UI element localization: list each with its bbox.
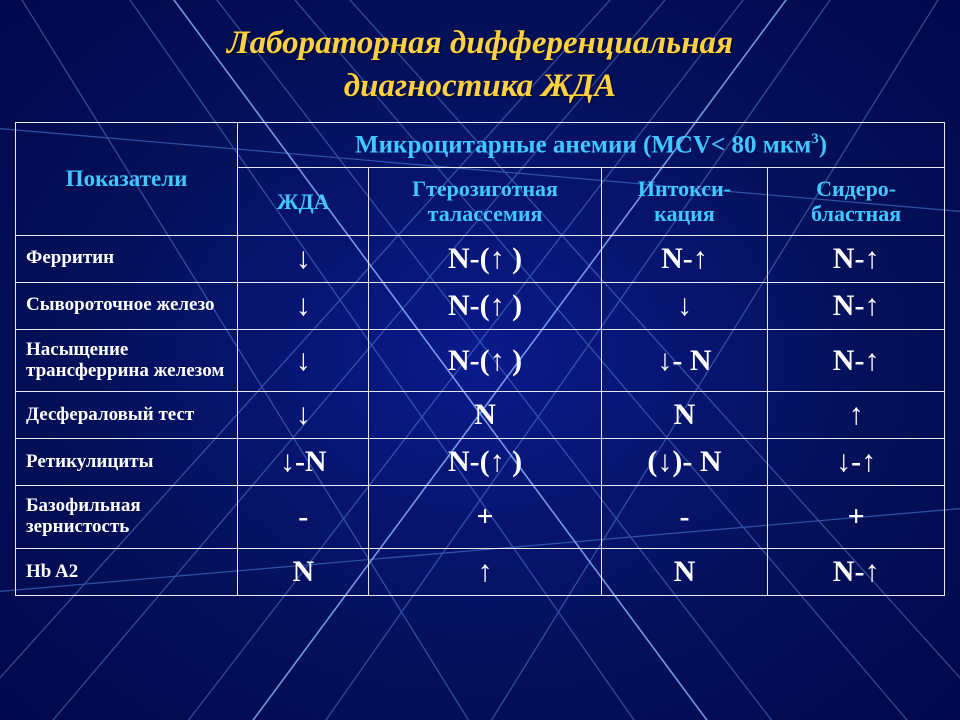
table-row: Насыщение трансферрина железом ↓ N-(↑ ) …: [16, 329, 945, 392]
cell: ↓-N: [238, 439, 369, 486]
cell: +: [369, 486, 601, 549]
table-row: Базофильная зернистость - + - +: [16, 486, 945, 549]
cell: N: [238, 549, 369, 596]
cell: N-↑: [768, 282, 945, 329]
row-label: Ретикулициты: [16, 439, 238, 486]
header-col-b: Гтерозиготная талассемия: [369, 168, 601, 236]
cell: ↓: [238, 392, 369, 439]
row-label: Десфераловый тест: [16, 392, 238, 439]
cell: N-↑: [768, 235, 945, 282]
cell: ↓- N: [601, 329, 768, 392]
header-indicators: Показатели: [16, 122, 238, 235]
cell: ↓: [238, 235, 369, 282]
cell: N-(↑ ): [369, 439, 601, 486]
cell: -: [238, 486, 369, 549]
cell: ↓: [238, 329, 369, 392]
cell: N: [601, 549, 768, 596]
cell: N-(↑ ): [369, 282, 601, 329]
cell: N: [601, 392, 768, 439]
cell: N-↑: [768, 329, 945, 392]
cell: +: [768, 486, 945, 549]
table-row: Ферритин ↓ N-(↑ ) N-↑ N-↑: [16, 235, 945, 282]
diagnostic-table: Показатели Микроцитарные анемии (MCV< 80…: [15, 122, 945, 596]
table-row: Hb A2 N ↑ N N-↑: [16, 549, 945, 596]
row-label: Ферритин: [16, 235, 238, 282]
header-col-a: ЖДА: [238, 168, 369, 236]
cell: ↓: [601, 282, 768, 329]
cell: (↓)- N: [601, 439, 768, 486]
cell: N: [369, 392, 601, 439]
row-label: Насыщение трансферрина железом: [16, 329, 238, 392]
table-row: Сывороточное железо ↓ N-(↑ ) ↓ N-↑: [16, 282, 945, 329]
table-body: Ферритин ↓ N-(↑ ) N-↑ N-↑ Сывороточное ж…: [16, 235, 945, 596]
cell: N-(↑ ): [369, 329, 601, 392]
table-row: Ретикулициты ↓-N N-(↑ ) (↓)- N ↓-↑: [16, 439, 945, 486]
cell: N-(↑ ): [369, 235, 601, 282]
cell: N-↑: [768, 549, 945, 596]
cell: N-↑: [601, 235, 768, 282]
cell: ↓: [238, 282, 369, 329]
cell: -: [601, 486, 768, 549]
slide-title: Лабораторная дифференциальная диагностик…: [0, 0, 960, 108]
cell: ↑: [768, 392, 945, 439]
header-col-c: Интокси-кация: [601, 168, 768, 236]
title-line-2: диагностика ЖДА: [344, 68, 616, 104]
title-line-1: Лабораторная дифференциальная: [227, 25, 733, 61]
header-super: Микроцитарные анемии (MCV< 80 мкм3): [238, 122, 945, 167]
row-label: Hb A2: [16, 549, 238, 596]
row-label: Базофильная зернистость: [16, 486, 238, 549]
row-label: Сывороточное железо: [16, 282, 238, 329]
cell: ↑: [369, 549, 601, 596]
cell: ↓-↑: [768, 439, 945, 486]
table-row: Десфераловый тест ↓ N N ↑: [16, 392, 945, 439]
header-col-d: Сидеро-бластная: [768, 168, 945, 236]
